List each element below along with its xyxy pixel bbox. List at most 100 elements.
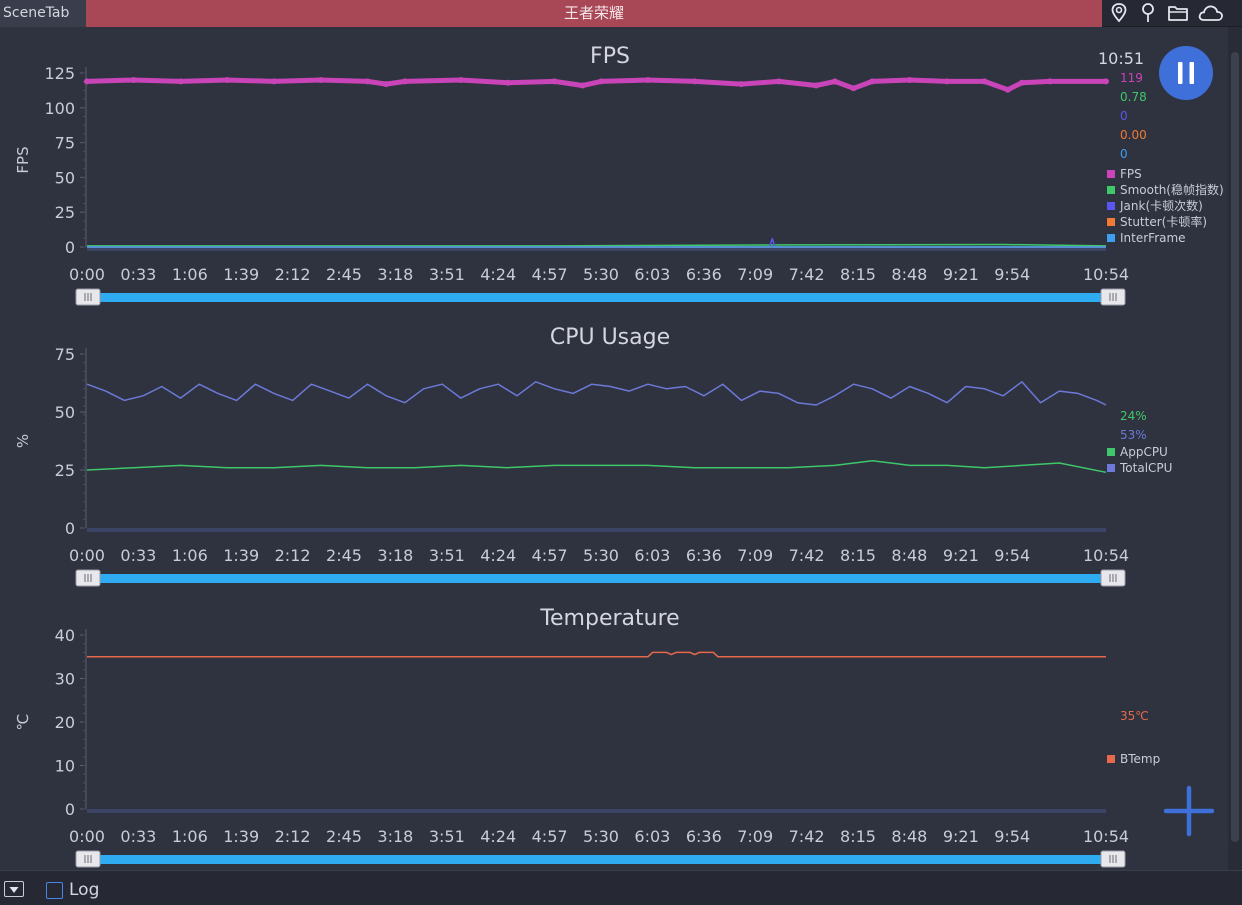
fps-point bbox=[177, 78, 184, 85]
x-tick-label: 6:03 bbox=[634, 265, 670, 284]
x-tick-label: 10:54 bbox=[1083, 265, 1129, 284]
y-tick-label: 25 bbox=[55, 203, 75, 222]
time-range-slider[interactable] bbox=[95, 855, 1111, 864]
x-tick-label: 8:15 bbox=[840, 265, 876, 284]
fps-point bbox=[598, 78, 605, 85]
x-tick-label: 6:03 bbox=[634, 546, 670, 565]
fps-point bbox=[130, 77, 137, 83]
fps-point bbox=[1004, 86, 1011, 93]
x-tick-label: 7:42 bbox=[789, 265, 825, 284]
location-pin-icon[interactable] bbox=[1104, 0, 1134, 27]
series-line-smooth bbox=[87, 243, 1107, 247]
x-tick-label: 4:24 bbox=[480, 265, 516, 284]
y-tick-label: 30 bbox=[55, 670, 75, 689]
x-tick-label: 9:21 bbox=[943, 546, 979, 565]
folder-icon[interactable] bbox=[1163, 0, 1193, 27]
x-axis-band bbox=[87, 247, 1106, 251]
log-checkbox[interactable] bbox=[46, 882, 63, 899]
chart-title: Temperature bbox=[539, 606, 679, 631]
collapse-button[interactable] bbox=[4, 881, 24, 897]
top-bar: SceneTab 王者荣耀 bbox=[0, 0, 1242, 27]
x-tick-label: 6:03 bbox=[634, 827, 670, 846]
fps-point bbox=[869, 78, 876, 85]
fps-point bbox=[579, 82, 586, 89]
legend-label: TotalCPU bbox=[1119, 461, 1172, 475]
x-tick-label: 7:09 bbox=[737, 827, 773, 846]
series-line-btemp bbox=[87, 651, 1106, 658]
x-tick-label: 2:45 bbox=[326, 827, 362, 846]
scene-tab[interactable]: SceneTab bbox=[0, 0, 86, 27]
legend-swatch bbox=[1107, 464, 1115, 472]
fps-point bbox=[831, 78, 838, 85]
x-tick-label: 5:30 bbox=[583, 546, 619, 565]
x-tick-label: 9:54 bbox=[994, 265, 1030, 284]
legend-label: Smooth(稳帧指数) bbox=[1120, 182, 1224, 197]
time-range-slider[interactable] bbox=[95, 574, 1111, 583]
y-tick-label: 0 bbox=[65, 238, 75, 257]
fps-point bbox=[317, 77, 324, 83]
x-tick-label: 2:12 bbox=[275, 265, 311, 284]
x-tick-label: 8:48 bbox=[891, 827, 927, 846]
x-tick-label: 9:21 bbox=[943, 265, 979, 284]
plus-icon bbox=[1163, 785, 1215, 837]
legend-swatch bbox=[1107, 202, 1115, 210]
current-value-readout: 53% bbox=[1120, 428, 1147, 442]
current-value-readout: 24% bbox=[1120, 409, 1147, 423]
x-tick-label: 3:18 bbox=[377, 265, 413, 284]
fps-point bbox=[850, 85, 857, 92]
game-title-bar[interactable]: 王者荣耀 bbox=[86, 0, 1102, 27]
x-tick-label: 0:33 bbox=[120, 265, 156, 284]
y-axis-label: FPS bbox=[14, 146, 32, 173]
time-range-slider[interactable] bbox=[95, 293, 1111, 302]
add-chart-button[interactable] bbox=[1163, 785, 1215, 837]
marker-icon[interactable] bbox=[1133, 0, 1163, 27]
fps-point bbox=[738, 81, 745, 88]
cloud-icon[interactable] bbox=[1195, 0, 1227, 27]
x-tick-label: 0:33 bbox=[120, 546, 156, 565]
x-tick-label: 9:54 bbox=[994, 546, 1030, 565]
current-value-readout: 0 bbox=[1120, 109, 1128, 123]
log-label: Log bbox=[69, 880, 100, 900]
fps-point bbox=[84, 78, 90, 85]
x-axis-band bbox=[87, 809, 1106, 813]
x-tick-label: 2:45 bbox=[326, 546, 362, 565]
x-tick-label: 0:00 bbox=[69, 546, 105, 565]
x-tick-label: 8:15 bbox=[840, 546, 876, 565]
x-tick-label: 7:09 bbox=[737, 265, 773, 284]
clock-readout: 10:51 bbox=[1098, 49, 1145, 68]
y-tick-label: 50 bbox=[55, 403, 75, 422]
scrollbar-thumb[interactable] bbox=[1231, 52, 1239, 842]
y-tick-label: 10 bbox=[55, 757, 75, 776]
x-tick-label: 4:57 bbox=[532, 827, 568, 846]
x-tick-label: 3:18 bbox=[377, 546, 413, 565]
x-tick-label: 8:15 bbox=[840, 827, 876, 846]
legend-label: Jank(卡顿次数) bbox=[1119, 198, 1203, 213]
fps-point bbox=[1103, 78, 1109, 85]
y-axis-label: ℃ bbox=[14, 714, 32, 731]
current-value-readout: 119 bbox=[1120, 71, 1143, 85]
x-tick-label: 1:06 bbox=[172, 827, 208, 846]
current-value-readout: 0.78 bbox=[1120, 90, 1147, 104]
legend-swatch bbox=[1107, 234, 1115, 242]
fps-point bbox=[364, 78, 371, 85]
x-tick-label: 6:36 bbox=[686, 265, 722, 284]
x-tick-label: 6:36 bbox=[686, 546, 722, 565]
y-tick-label: 25 bbox=[55, 461, 75, 480]
fps-point bbox=[551, 78, 558, 85]
x-tick-label: 2:12 bbox=[275, 546, 311, 565]
x-tick-label: 6:36 bbox=[686, 827, 722, 846]
fps-point bbox=[1018, 79, 1025, 86]
legend-label: AppCPU bbox=[1120, 445, 1168, 459]
pause-icon bbox=[1178, 62, 1194, 84]
y-tick-label: 100 bbox=[44, 99, 75, 118]
x-tick-label: 1:39 bbox=[223, 265, 259, 284]
fps-point bbox=[691, 78, 698, 85]
fps-point bbox=[271, 78, 277, 85]
y-tick-label: 50 bbox=[55, 168, 75, 187]
y-tick-label: 75 bbox=[55, 134, 75, 153]
current-value-readout: 0 bbox=[1120, 147, 1128, 161]
fps-point bbox=[775, 78, 782, 85]
x-tick-label: 10:54 bbox=[1083, 546, 1129, 565]
pause-button[interactable] bbox=[1159, 46, 1213, 100]
